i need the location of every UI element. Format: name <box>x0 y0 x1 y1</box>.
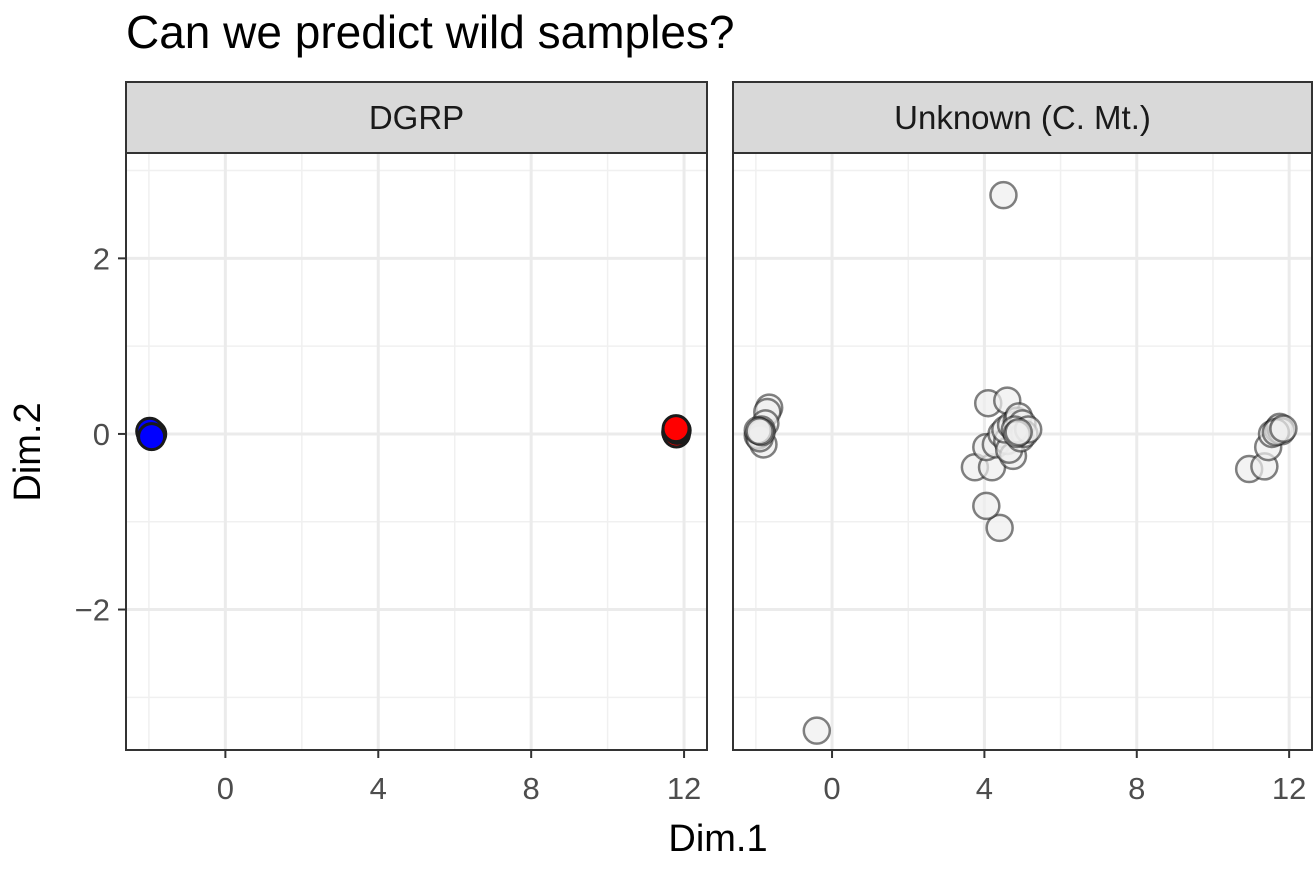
data-point <box>745 417 774 446</box>
facet-strip <box>732 81 1313 154</box>
x-tick-label: 12 <box>1272 771 1306 806</box>
y-tick-label: 2 <box>93 241 110 276</box>
data-point <box>1269 414 1298 443</box>
chart-title: Can we predict wild samples? <box>126 6 735 58</box>
facet-strip <box>125 81 708 154</box>
panel-2: Unknown (C. Mt.) 0 4 8 12 <box>732 81 1313 806</box>
x-tick-label: 4 <box>370 771 387 806</box>
data-point <box>802 716 832 745</box>
data-point <box>985 513 1014 543</box>
panel-background <box>126 153 707 750</box>
series-1 <box>743 180 1298 745</box>
x-tick-label: 0 <box>217 771 234 806</box>
facet-strip-label: Unknown (C. Mt.) <box>894 99 1151 136</box>
data-point <box>661 414 691 444</box>
data-point <box>1004 417 1033 447</box>
series-1 <box>135 416 168 452</box>
y-axis: −2 0 2 <box>75 241 126 628</box>
x-tick-label: 8 <box>1128 771 1145 806</box>
data-point <box>137 422 167 452</box>
y-tick-label: 0 <box>93 417 110 452</box>
panel-1: DGRP 0 4 8 12 <box>125 81 708 806</box>
data-point <box>989 180 1018 210</box>
x-tick-label: 12 <box>667 771 701 806</box>
facet-strip-label: DGRP <box>369 99 464 136</box>
series-2 <box>661 414 692 449</box>
x-tick-label: 4 <box>976 771 993 806</box>
x-tick-label: 0 <box>823 771 840 806</box>
data-point <box>972 491 1001 521</box>
y-axis-title: Dim.2 <box>7 402 49 501</box>
x-axis-title: Dim.1 <box>668 818 767 860</box>
y-tick-label: −2 <box>75 593 110 628</box>
x-tick-label: 8 <box>523 771 540 806</box>
panels: DGRP 0 4 8 12 Unknown (C. Mt.) 0 4 8 12 <box>125 81 1313 806</box>
